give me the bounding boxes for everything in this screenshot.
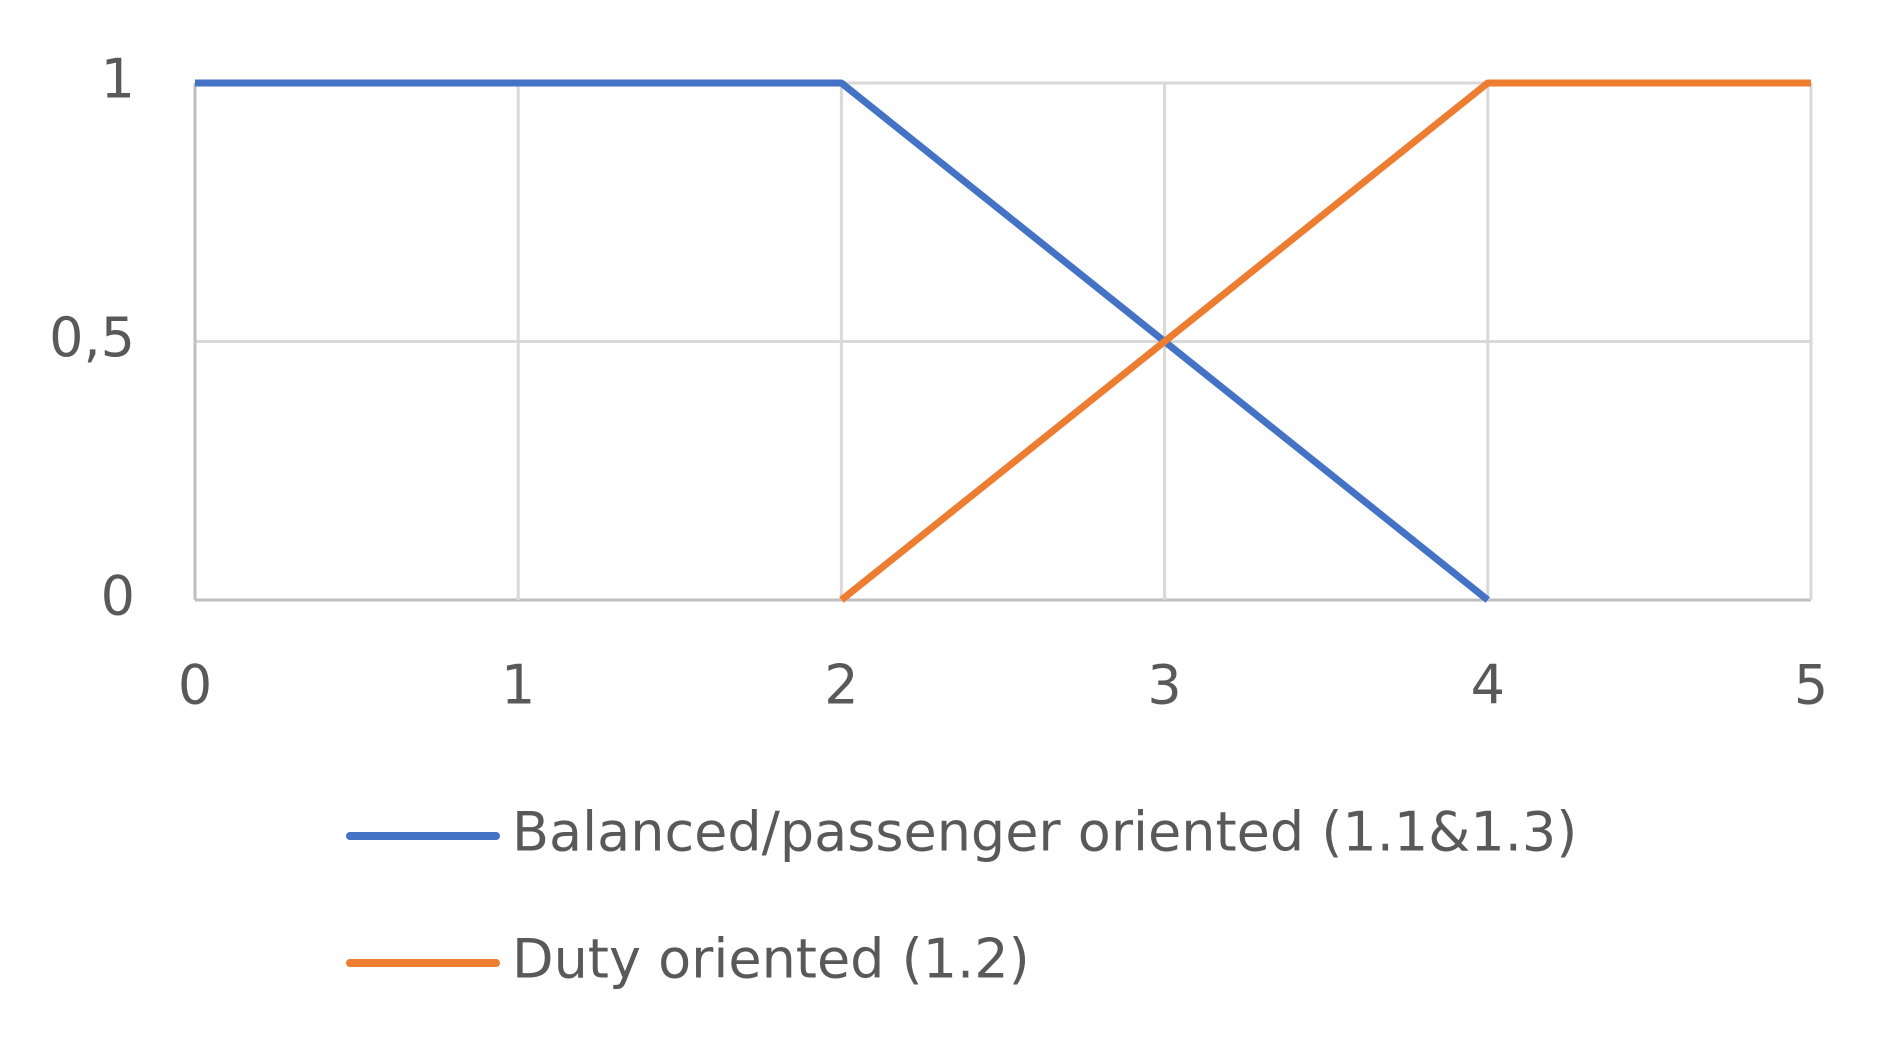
x-tick-label: 2: [824, 654, 858, 717]
y-tick-label: 0,5: [49, 306, 135, 369]
legend-label: Duty oriented (1.2): [512, 928, 1030, 991]
y-tick-label: 0: [101, 565, 135, 628]
y-tick-label: 1: [101, 48, 135, 111]
x-tick-label: 4: [1471, 654, 1505, 717]
series-line: [195, 79, 1490, 603]
x-tick-label: 5: [1794, 654, 1828, 717]
x-tick-label: 0: [178, 654, 212, 717]
x-tick-label: 3: [1147, 654, 1181, 717]
series-line: [839, 79, 1811, 603]
x-tick-label: 1: [501, 654, 535, 717]
legend-label: Balanced/passenger oriented (1.1&1.3): [512, 801, 1577, 864]
